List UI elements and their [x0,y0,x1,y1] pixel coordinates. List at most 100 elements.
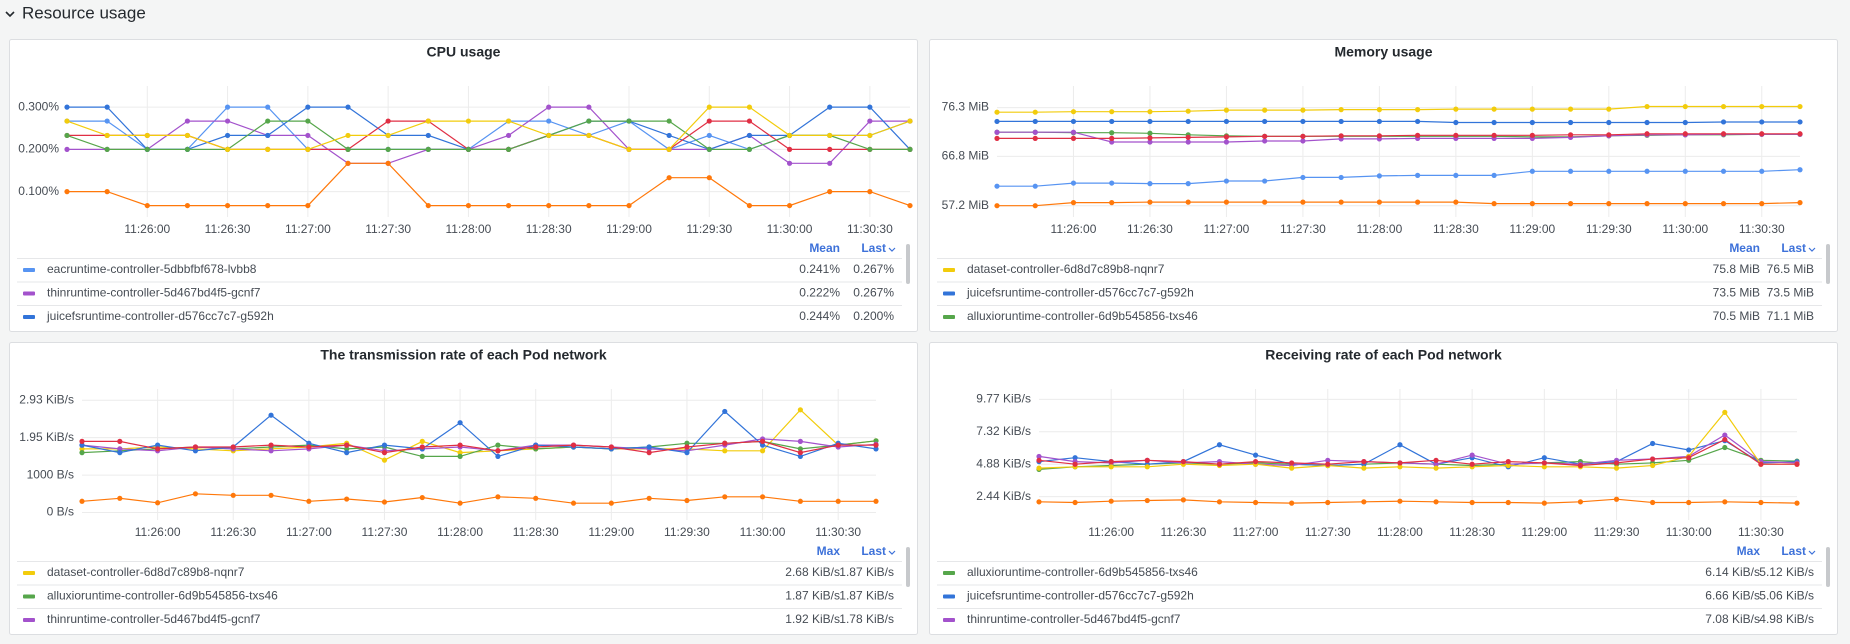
data-point [1361,499,1367,505]
legend-scrollbar [906,244,910,284]
data-point [79,450,85,456]
legend-name[interactable]: thinruntime-controller-5d467bd4f5-gcnf7 [967,612,1181,626]
data-point [835,442,841,448]
data-point [1759,168,1765,174]
legend-name[interactable]: alluxioruntime-controller-6d9b545856-txs… [967,309,1198,323]
data-point [265,104,271,110]
collapse-chevron[interactable] [5,11,15,18]
row-title[interactable]: Resource usage [22,3,146,22]
data-point [457,420,463,426]
x-tick-label: 11:27:30 [365,222,411,236]
x-tick-label: 11:30:30 [847,222,893,236]
x-tick-label: 11:26:00 [135,525,181,539]
legend-swatch [23,291,35,296]
data-point [1491,132,1497,138]
x-tick-label: 11:27:00 [285,222,331,236]
data-point [546,118,552,124]
data-point [586,132,592,139]
data-point [1147,118,1153,125]
legend-name[interactable]: thinruntime-controller-5d467bd4f5-gcnf7 [47,286,261,300]
data-point [184,146,191,152]
legend-name[interactable]: dataset-controller-6d8d7c89b8-nqnr7 [47,565,245,579]
data-point [495,494,501,500]
data-point [265,118,271,124]
data-point [1108,459,1114,465]
x-tick-label: 11:29:30 [686,222,732,236]
data-point [746,104,753,110]
x-tick-label: 11:29:30 [664,525,710,539]
legend-column-header[interactable]: Last [861,241,886,255]
data-point [1453,119,1459,126]
x-tick-label: 11:27:30 [1305,525,1351,539]
data-point [1433,461,1439,467]
data-point [586,118,592,124]
data-point [546,132,552,139]
legend-name[interactable]: juicefsruntime-controller-d576cc7c7-g592… [966,589,1194,603]
data-point [533,495,539,501]
legend-column-header[interactable]: Mean [1729,241,1760,255]
x-tick-label: 11:30:30 [1738,525,1784,539]
data-point [192,444,199,450]
legend-name[interactable]: alluxioruntime-controller-6d9b545856-txs… [47,589,278,603]
data-point [1567,201,1574,207]
data-point [1759,131,1765,137]
legend-name[interactable]: juicefsruntime-controller-d576cc7c7-g592… [966,286,1194,300]
legend-name[interactable]: dataset-controller-6d8d7c89b8-nqnr7 [967,262,1165,276]
legend-column-header[interactable]: Max [1737,544,1761,558]
x-tick-label: 11:27:30 [362,525,408,539]
data-point [873,498,879,504]
data-point [64,146,70,152]
data-point [268,442,274,448]
data-point [1262,199,1268,205]
data-point [722,408,728,415]
data-point [1469,499,1475,506]
legend-column-header[interactable]: Last [1781,544,1806,558]
data-point [265,146,271,152]
x-tick-label: 11:29:00 [606,222,652,236]
series-line [67,106,910,164]
legend-swatch [23,315,35,319]
data-point [1606,201,1612,207]
series-line [66,120,910,150]
data-point [1415,172,1421,178]
legend-column-header[interactable]: Last [1781,241,1806,255]
legend-column-header[interactable]: Last [861,544,886,558]
x-tick-label: 11:26:00 [1088,525,1134,539]
legend-stat: 6.66 KiB/s [1705,589,1760,603]
data-point [104,146,110,152]
data-point [1289,500,1295,506]
data-point [1720,103,1727,110]
data-point [224,146,231,152]
data-point [64,118,70,124]
legend-stat: 75.8 MiB [1713,262,1760,276]
data-point [1433,465,1439,471]
data-point [873,446,879,452]
legend-stat: 73.5 MiB [1767,286,1814,300]
data-point [425,146,431,152]
legend-name[interactable]: thinruntime-controller-5d467bd4f5-gcnf7 [47,612,261,626]
legend-name[interactable]: eacruntime-controller-5dbbfbf678-lvbb8 [47,262,257,276]
data-point [1577,462,1584,469]
x-tick-label: 11:29:00 [588,525,634,539]
data-point [797,407,803,413]
data-point [425,132,431,139]
data-point [1529,132,1535,138]
data-point [224,132,231,139]
data-point [1036,453,1042,460]
data-point [1415,132,1421,138]
data-point [1686,455,1692,461]
data-point [1376,173,1382,179]
legend-column-header[interactable]: Max [817,544,841,558]
legend-name[interactable]: alluxioruntime-controller-6d9b545856-txs… [967,565,1198,579]
legend-column-header[interactable]: Mean [809,241,840,255]
data-point [706,175,712,181]
legend-name[interactable]: juicefsruntime-controller-d576cc7c7-g592… [46,309,274,323]
x-tick-label: 11:28:00 [437,525,483,539]
data-point [1797,103,1803,110]
data-point [1376,107,1382,113]
data-point [117,495,123,501]
panel: CPU usage 0.100% 0.200% 0.300% 11:26:00 11:26… [9,39,918,332]
data-point [1797,167,1803,173]
x-tick-label: 11:26:30 [1160,525,1206,539]
